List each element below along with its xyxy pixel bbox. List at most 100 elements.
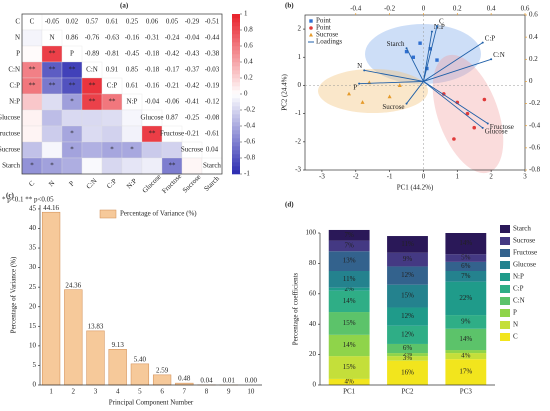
colorbar-step [232, 30, 240, 35]
heat-cell [21, 109, 43, 127]
corr-value: -0.19 [205, 82, 220, 90]
colorbar-step [232, 162, 240, 167]
star: ** [29, 66, 37, 74]
colorbar-step [232, 78, 240, 83]
bar-segment [445, 315, 487, 329]
colorbar-step [232, 38, 240, 43]
star: ** [49, 66, 57, 74]
score-point [360, 100, 365, 104]
score-point [428, 47, 432, 51]
colorbar-step [232, 138, 240, 143]
y-tick-label: -2 [295, 137, 301, 145]
y2-tick-label: 0.2 [529, 55, 538, 63]
corr-value: -0.05 [45, 18, 60, 26]
colorbar-label: 0.2 [244, 74, 253, 82]
star: ** [69, 82, 77, 90]
col-label: C:P [105, 177, 118, 190]
star: * [110, 146, 114, 154]
corr-value: 0.61 [126, 82, 139, 90]
x2-tick-label: 0.4 [487, 5, 496, 13]
heat-cell [161, 141, 183, 159]
corr-value: -0.38 [205, 50, 220, 58]
heat-cell [141, 157, 163, 175]
colorbar-step [232, 114, 240, 119]
colorbar-step [232, 130, 240, 135]
x2-tick-label: 0 [422, 5, 426, 13]
arrow-head [486, 122, 489, 125]
segment-label: 7% [461, 272, 471, 280]
loading-label: N:P [434, 23, 445, 31]
corr-value: -0.81 [105, 50, 120, 58]
heat-cell [61, 157, 83, 175]
bar-segment [328, 378, 370, 385]
corr-value: 0.57 [86, 18, 99, 26]
corr-value: -0.43 [185, 50, 200, 58]
star: ** [149, 130, 157, 138]
star: * [130, 146, 134, 154]
x2-tick-label: 0.6 [521, 5, 530, 13]
value-label: 44.16 [43, 204, 59, 212]
corr-value: -0.18 [145, 66, 160, 74]
x-tick-label: 5 [138, 388, 142, 396]
y2-tick-label: 0.4 [529, 33, 538, 41]
y-axis-label: Percentage of Variance (%) [10, 256, 18, 333]
corr-value: 0.04 [206, 146, 219, 154]
score-point [411, 55, 416, 59]
colorbar-label: -0.2 [244, 106, 256, 114]
heat-cell [81, 141, 103, 159]
legend-label: Loadings [316, 38, 342, 46]
bar-segment [445, 281, 487, 316]
bar [41, 211, 61, 386]
y2-tick-label: -0.4 [529, 121, 541, 129]
y-axis-label: Percentage of coefficients [292, 272, 300, 345]
row-label: C [15, 18, 20, 26]
y-tick-label: 40 [29, 224, 37, 232]
colorbar-step [232, 126, 240, 131]
segment-label: 4% [344, 378, 354, 386]
legend-label: Sucrose [513, 237, 535, 245]
arrow-head [436, 25, 438, 28]
y2-tick-label: -0.6 [529, 143, 541, 151]
star: * [70, 130, 74, 138]
colorbar-label: 0.4 [244, 58, 253, 66]
x-tick-label: PC2 [401, 388, 414, 396]
x-tick-label: PC3 [460, 388, 473, 396]
segment-label: 14% [459, 335, 472, 343]
legend-label: Starch [513, 225, 531, 233]
colorbar-step [232, 58, 240, 63]
segment-label: 7% [344, 242, 354, 250]
bar-segment [387, 236, 428, 253]
segment-label: 14% [343, 297, 356, 305]
arrow-head [481, 126, 484, 129]
legend-swatch [500, 321, 510, 329]
loading-arrow [406, 48, 424, 82]
corr-value: -0.61 [205, 130, 220, 138]
row-label: C:N [8, 66, 20, 74]
col-label: Fructose [160, 172, 183, 195]
arrow-head [405, 102, 408, 105]
corr-value: 0.87 [166, 114, 179, 122]
star: ** [49, 82, 57, 90]
legend-label: C:N [513, 297, 525, 305]
colorbar-step [232, 154, 240, 159]
x-tick-label: 3 [523, 173, 527, 181]
corr-value: -0.06 [165, 98, 180, 106]
corr-value: -0.17 [165, 66, 180, 74]
panel-label: (b) [285, 2, 294, 10]
corr-value: -0.41 [185, 98, 200, 106]
legend-swatch [500, 225, 510, 233]
corr-value: -0.04 [145, 98, 160, 106]
diag-label: N [49, 34, 54, 42]
segment-label: 5% [461, 254, 471, 262]
score-point [465, 111, 470, 116]
plot-frame [304, 14, 526, 171]
corr-value: -0.51 [205, 18, 220, 26]
segment-label: 13% [343, 257, 356, 265]
legend-label: N:P [513, 273, 524, 281]
colorbar-step [232, 170, 240, 175]
corr-value: 0.06 [146, 18, 159, 26]
star: ** [89, 98, 97, 106]
heat-cell [101, 157, 123, 175]
corr-value: -0.89 [85, 50, 100, 58]
